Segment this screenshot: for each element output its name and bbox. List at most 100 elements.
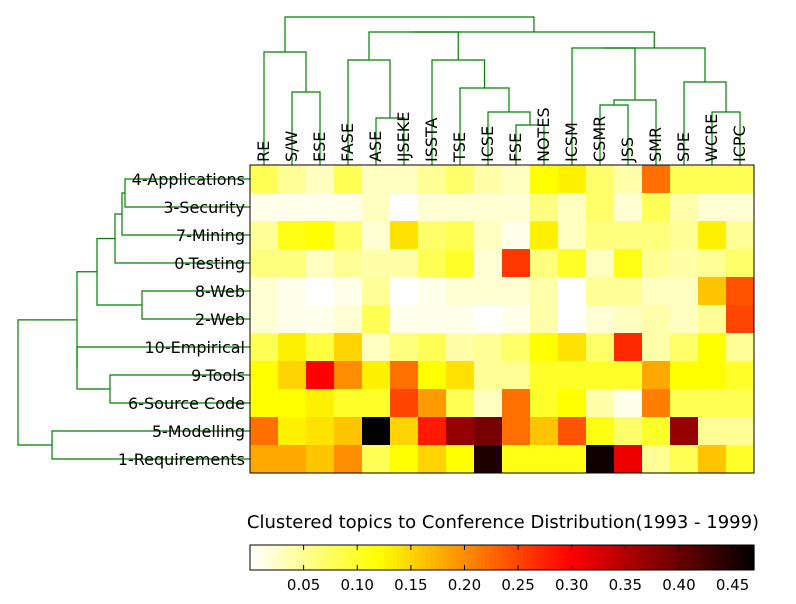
- row-label: 7-Mining: [176, 226, 245, 245]
- colorbar-segment: [598, 545, 604, 570]
- heatmap-cell: [250, 389, 279, 418]
- colorbar-segment: [691, 545, 696, 570]
- colorbar-segment: [686, 545, 692, 570]
- colorbar-segment: [510, 545, 516, 570]
- colorbar-segment: [623, 545, 629, 570]
- colorbar-segment: [733, 545, 738, 570]
- heatmap-cell: [362, 165, 391, 194]
- heatmap-cell: [502, 333, 531, 362]
- heatmap-cell: [250, 417, 279, 446]
- heatmap-cell: [558, 193, 587, 222]
- colorbar-segment: [594, 545, 600, 570]
- colorbar-segment: [670, 545, 675, 570]
- colorbar-segment: [560, 545, 566, 570]
- colorbar-segment: [426, 545, 432, 570]
- row-label: 1-Requirements: [118, 450, 245, 469]
- heatmap-cell: [390, 193, 419, 222]
- colorbar-segment: [728, 545, 734, 570]
- colorbar-segment: [712, 545, 717, 570]
- heatmap-cell: [726, 305, 755, 334]
- heatmap-cell: [530, 445, 559, 474]
- heatmap-cell: [390, 333, 419, 362]
- heatmap-cell: [642, 305, 671, 334]
- heatmap-cell: [698, 361, 727, 390]
- row-label: 8-Web: [195, 282, 245, 301]
- heatmap-cell: [530, 333, 559, 362]
- colorbar-segment: [367, 545, 373, 570]
- dendrogram-link: [96, 237, 142, 306]
- column-label: CSMR: [590, 116, 609, 162]
- colorbar-segment: [573, 545, 579, 570]
- colorbar-segment: [674, 545, 679, 570]
- heatmap-cell: [306, 193, 335, 222]
- colorbar-tick-label: 0.20: [448, 576, 481, 594]
- colorbar-segment: [342, 545, 348, 570]
- heatmap-cell: [390, 305, 419, 334]
- colorbar-segment: [640, 545, 646, 570]
- colorbar-segment: [409, 545, 415, 570]
- heatmap-cell: [530, 417, 559, 446]
- colorbar-segment: [703, 545, 709, 570]
- heatmap-cell: [642, 249, 671, 278]
- heatmap-cell: [362, 417, 391, 446]
- heatmap-cell: [390, 445, 419, 474]
- colorbar-segment: [628, 545, 633, 570]
- colorbar-segment: [632, 545, 637, 570]
- colorbar-segment: [296, 545, 301, 570]
- colorbar-segment: [254, 545, 259, 570]
- heatmap-cell: [726, 361, 755, 390]
- colorbar-segment: [317, 545, 322, 570]
- heatmap-cell: [474, 361, 503, 390]
- heatmap-cell: [306, 249, 335, 278]
- colorbar-segment: [304, 545, 310, 570]
- colorbar-segment: [657, 545, 663, 570]
- heatmap-cell: [306, 277, 335, 306]
- colorbar-tick-label: 0.05: [287, 576, 320, 594]
- colorbar-segment: [556, 545, 562, 570]
- heatmap-cell: [698, 389, 727, 418]
- colorbar-segment: [695, 545, 700, 570]
- row-labels: 4-Applications 3-Security 7-Mining 0-Testin…: [118, 170, 245, 469]
- heatmap-cell: [250, 277, 279, 306]
- colorbar-segment: [439, 545, 444, 570]
- heatmap-cell: [474, 249, 503, 278]
- colorbar-segment: [665, 545, 671, 570]
- colorbar-frame: [249, 544, 755, 571]
- heatmap-cell: [530, 277, 559, 306]
- colorbar-tick-label: 0.30: [555, 576, 588, 594]
- colorbar-segment: [661, 545, 667, 570]
- colorbar-segment: [262, 545, 268, 570]
- colorbar-segment: [502, 545, 507, 570]
- heatmap-cell: [642, 221, 671, 250]
- colorbar-segment: [741, 545, 747, 570]
- colorbar-segment: [455, 545, 461, 570]
- colorbar-segment: [413, 545, 419, 570]
- colorbar-segment: [569, 545, 574, 570]
- heatmap-cell: [362, 305, 391, 334]
- heatmap-cell: [418, 361, 447, 390]
- heatmap-cell: [558, 221, 587, 250]
- column-label: S/W: [282, 130, 301, 162]
- heatmap-cell: [278, 249, 307, 278]
- colorbar-segment: [586, 545, 591, 570]
- heatmap-cell: [278, 193, 307, 222]
- heatmap-cell: [698, 193, 727, 222]
- heatmap-cell: [726, 417, 755, 446]
- colorbar-segment: [724, 545, 730, 570]
- heatmap-cell: [446, 305, 475, 334]
- heatmap-cell: [278, 417, 307, 446]
- row-label: 4-Applications: [132, 170, 245, 189]
- heatmap-cell: [306, 361, 335, 390]
- heatmap-cell: [586, 417, 615, 446]
- colorbar-segment: [653, 545, 658, 570]
- colorbar-segment: [308, 545, 314, 570]
- colorbar-segment: [388, 545, 394, 570]
- colorbar-segment: [607, 545, 612, 570]
- colorbar-segment: [506, 545, 511, 570]
- heatmap-cell: [670, 417, 699, 446]
- heatmap-cell: [502, 361, 531, 390]
- colorbar-segment: [481, 545, 486, 570]
- heatmap-cell: [362, 249, 391, 278]
- colorbar-segment: [430, 545, 436, 570]
- heatmap-cell: [698, 445, 727, 474]
